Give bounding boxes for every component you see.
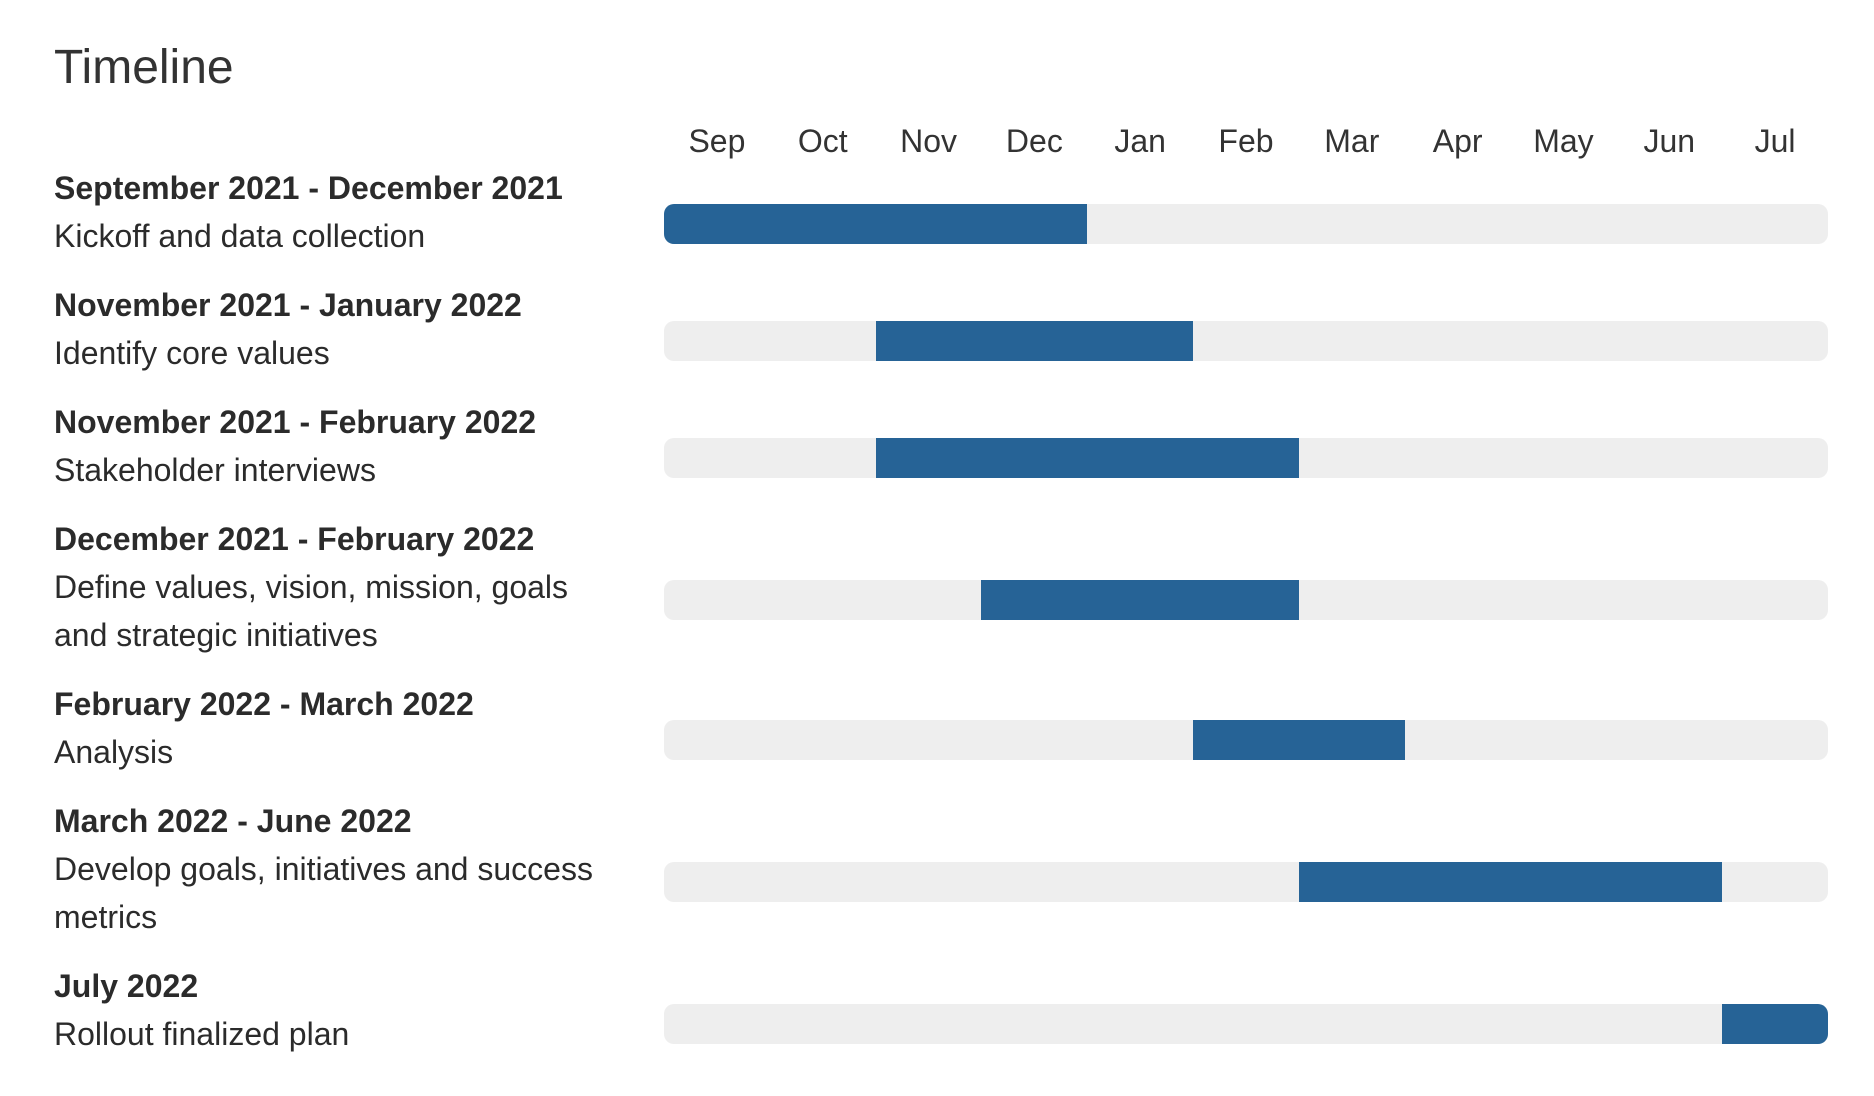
timeline-row-text: November 2021 - January 2022 Identify cor…: [54, 281, 614, 377]
timeline-bar: [875, 321, 1194, 361]
timeline-row-text: July 2022 Rollout finalized plan: [54, 962, 614, 1058]
timeline-track: [664, 204, 1828, 244]
task-description: Kickoff and data collection: [54, 218, 426, 254]
timeline-row-text: March 2022 - June 2022 Develop goals, ini…: [54, 797, 614, 941]
task-date-range: September 2021 - December 2021: [54, 170, 563, 206]
timeline-track: [664, 720, 1828, 760]
task-date-range: March 2022 - June 2022: [54, 803, 412, 839]
timeline-row-text: November 2021 - February 2022 Stakeholder…: [54, 398, 614, 494]
timeline-bar: [664, 204, 1088, 244]
timeline-bar: [1722, 1004, 1828, 1044]
month-label-oct: Oct: [797, 123, 848, 159]
task-description: Develop goals, initiatives and success m…: [54, 851, 593, 935]
timeline-track: [664, 438, 1828, 478]
task-date-range: November 2021 - February 2022: [54, 404, 537, 440]
task-date-range: February 2022 - March 2022: [54, 686, 474, 722]
timeline-track: [664, 580, 1828, 620]
task-description: Identify core values: [54, 335, 330, 371]
timeline-bar: [875, 438, 1299, 478]
timeline-bar: [981, 580, 1299, 620]
timeline-track: [664, 862, 1828, 902]
timeline-row-text: December 2021 - February 2022 Define valu…: [54, 515, 614, 659]
month-label-dec: Dec: [1005, 123, 1063, 159]
timeline-bar: [1298, 862, 1723, 902]
month-label-nov: Nov: [900, 123, 957, 159]
month-label-may: May: [1533, 123, 1594, 159]
month-label-apr: Apr: [1432, 123, 1483, 159]
task-description: Analysis: [54, 734, 174, 770]
timeline-bar: [1193, 720, 1405, 760]
month-label-mar: Mar: [1324, 123, 1380, 159]
timeline-row-text: September 2021 - December 2021 Kickoff an…: [54, 164, 614, 260]
task-date-range: December 2021 - February 2022: [54, 521, 535, 557]
task-description: Define values, vision, mission, goals an…: [54, 569, 569, 653]
task-date-range: November 2021 - January 2022: [54, 287, 522, 323]
task-date-range: July 2022: [54, 968, 199, 1004]
timeline-track: [664, 321, 1828, 361]
month-label-sep: Sep: [688, 123, 746, 159]
month-label-jun: Jun: [1643, 123, 1696, 159]
page-title: Timeline: [54, 41, 234, 94]
month-label-jan: Jan: [1114, 123, 1166, 159]
month-label-jul: Jul: [1754, 123, 1796, 159]
task-description: Stakeholder interviews: [54, 452, 376, 488]
timeline-track: [664, 1004, 1828, 1044]
month-label-feb: Feb: [1218, 123, 1274, 159]
task-description: Rollout finalized plan: [54, 1016, 350, 1052]
timeline-row-text: February 2022 - March 2022 Analysis: [54, 680, 614, 776]
month-axis: Sep Oct Nov Dec Jan Feb Mar Apr May Jun Jul: [0, 117, 1874, 165]
